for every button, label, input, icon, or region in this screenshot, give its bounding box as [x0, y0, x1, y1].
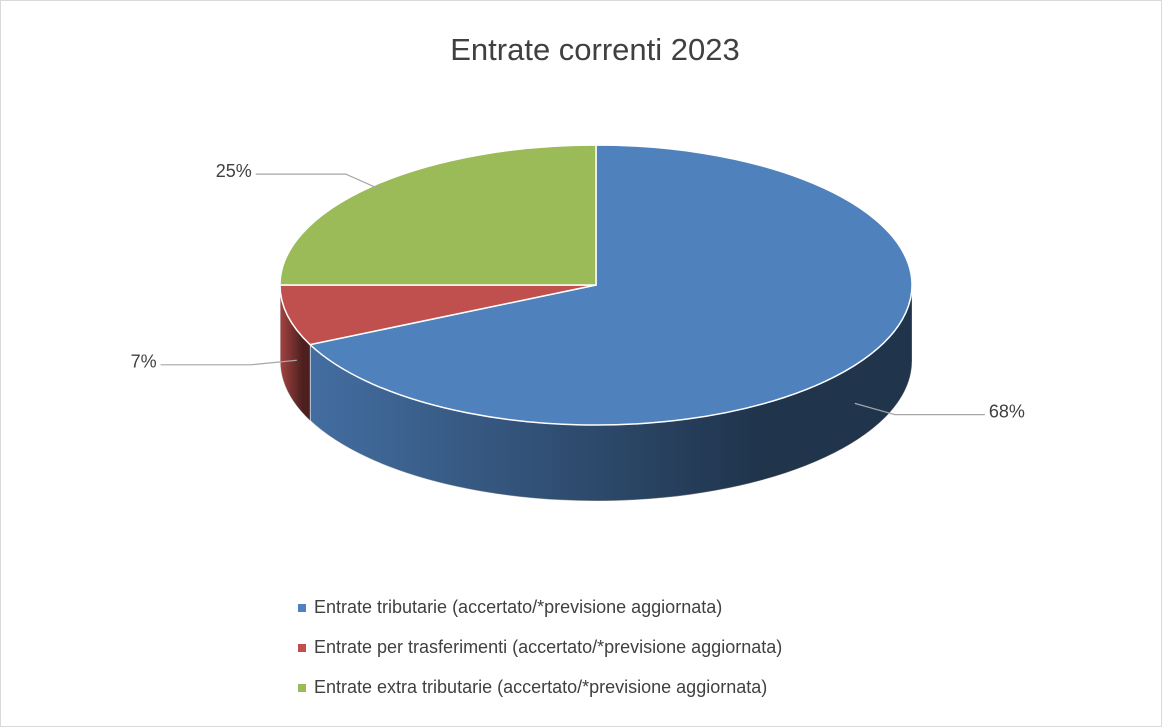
chart-title: Entrate correnti 2023: [450, 32, 740, 67]
data-label: 7%: [131, 352, 157, 372]
legend-label: Entrate tributarie (accertato/*prevision…: [314, 597, 722, 617]
pie-slice: [279, 284, 597, 346]
legend-swatch: [298, 684, 306, 692]
slice-side-shade: [310, 285, 912, 501]
data-label: 68%: [989, 401, 1025, 421]
leader-line: [854, 402, 985, 416]
leader-line: [255, 173, 380, 190]
legend-label: Entrate extra tributarie (accertato/*pre…: [314, 677, 767, 697]
data-label: 25%: [216, 161, 252, 181]
leader-line: [160, 359, 297, 366]
legend-swatch: [298, 644, 306, 652]
pie-slice: [308, 144, 913, 426]
legend-swatch: [298, 604, 306, 612]
legend-label: Entrate per trasferimenti (accertato/*pr…: [314, 637, 782, 657]
slice-side-shade: [280, 285, 311, 421]
